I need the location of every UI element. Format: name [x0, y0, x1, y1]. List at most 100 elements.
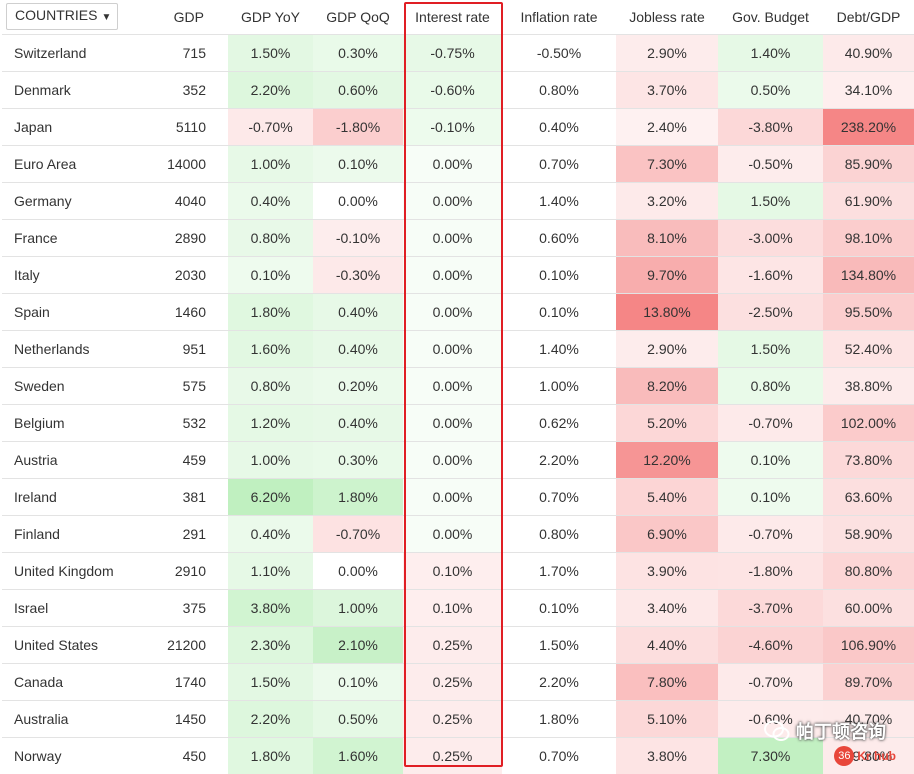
cell-country[interactable]: Netherlands — [14, 340, 90, 357]
cell-qoq: 1.60% — [313, 737, 403, 774]
cell-gdp: 2910 — [174, 562, 206, 579]
table-row[interactable]: United States 21200 2.30% 2.10% 0.25% 1.50% 4.… — [2, 626, 914, 663]
cell-debt: 34.10% — [823, 71, 914, 108]
table-row[interactable]: Canada 1740 1.50% 0.10% 0.25% 2.20% 7.80% -0.70… — [2, 663, 914, 700]
cell-country[interactable]: Finland — [14, 525, 60, 542]
cell-country[interactable]: Euro Area — [14, 155, 77, 172]
cell-country[interactable]: Australia — [14, 710, 69, 727]
table-row[interactable]: Norway 450 1.80% 1.60% 0.25% 0.70% 3.80% 7.30% 3… — [2, 737, 914, 774]
cell-rate: 0.00% — [403, 182, 502, 219]
table-row[interactable]: Australia 1450 2.20% 0.50% 0.25% 1.80% 5.10% -0… — [2, 700, 914, 737]
cell-inflation: 0.70% — [539, 747, 579, 764]
table-row[interactable]: United Kingdom 2910 1.10% 0.00% 0.10% 1.70% 3.… — [2, 552, 914, 589]
cell-country[interactable]: United Kingdom — [14, 562, 114, 579]
header-gov-budget[interactable]: Gov. Budget — [732, 8, 809, 25]
cell-country[interactable]: Belgium — [14, 414, 65, 431]
cell-rate: 0.00% — [403, 441, 502, 478]
header-inflation-rate[interactable]: Inflation rate — [520, 8, 598, 25]
cell-yoy: 0.80% — [228, 219, 313, 256]
cell-gdp: 715 — [182, 44, 206, 61]
cell-yoy: 2.20% — [228, 71, 313, 108]
table-row[interactable]: Denmark 352 2.20% 0.60% -0.60% 0.80% 3.70% 0.50… — [2, 71, 914, 108]
cell-country[interactable]: Switzerland — [14, 44, 87, 61]
cell-jobless: 2.90% — [616, 34, 718, 71]
cell-debt: 238.20% — [823, 108, 914, 145]
cell-qoq: 0.30% — [313, 441, 403, 478]
cell-jobless: 8.10% — [616, 219, 718, 256]
table-row[interactable]: Austria 459 1.00% 0.30% 0.00% 2.20% 12.20% 0.10… — [2, 441, 914, 478]
table-row[interactable]: Spain 1460 1.80% 0.40% 0.00% 0.10% 13.80% -2.50… — [2, 293, 914, 330]
table-row[interactable]: Switzerland 715 1.50% 0.30% -0.75% -0.50% 2.90… — [2, 34, 914, 71]
cell-yoy: 1.00% — [228, 145, 313, 182]
cell-country[interactable]: United States — [14, 636, 99, 653]
cell-qoq: 0.40% — [313, 293, 403, 330]
cell-inflation: 0.80% — [539, 81, 579, 98]
cell-rate: 0.00% — [403, 256, 502, 293]
header-debt-gdp[interactable]: Debt/GDP — [836, 8, 901, 25]
cell-country[interactable]: Norway — [14, 747, 62, 764]
cell-yoy: 6.20% — [228, 478, 313, 515]
cell-debt: 89.70% — [823, 663, 914, 700]
cell-country[interactable]: Spain — [14, 303, 50, 320]
cell-country[interactable]: Israel — [14, 599, 49, 616]
countries-dropdown[interactable]: COUNTRIES ▼ — [6, 3, 119, 31]
cell-yoy: 0.40% — [228, 182, 313, 219]
cell-country[interactable]: Ireland — [14, 488, 57, 505]
cell-country[interactable]: Sweden — [14, 377, 65, 394]
cell-budget: -1.60% — [718, 256, 823, 293]
header-interest-rate[interactable]: Interest rate — [415, 8, 490, 25]
table-row[interactable]: Germany 4040 0.40% 0.00% 0.00% 1.40% 3.20% 1.50… — [2, 182, 914, 219]
table-row[interactable]: Italy 2030 0.10% -0.30% 0.00% 0.10% 9.70% -1.60… — [2, 256, 914, 293]
table-row[interactable]: Belgium 532 1.20% 0.40% 0.00% 0.62% 5.20% -0.70… — [2, 404, 914, 441]
cell-country[interactable]: Denmark — [14, 81, 71, 98]
cell-rate: -0.60% — [403, 71, 502, 108]
cell-budget: 0.10% — [718, 441, 823, 478]
header-gdp-yoy[interactable]: GDP YoY — [241, 8, 300, 25]
cell-country[interactable]: France — [14, 229, 58, 246]
table-row[interactable]: Netherlands 951 1.60% 0.40% 0.00% 1.40% 2.90% 1… — [2, 330, 914, 367]
cell-jobless: 2.90% — [616, 330, 718, 367]
cell-rate: -0.75% — [403, 34, 502, 71]
cell-qoq: 1.00% — [313, 589, 403, 626]
cell-jobless: 7.30% — [616, 145, 718, 182]
cell-gdp: 291 — [182, 525, 206, 542]
table-row[interactable]: Japan 5110 -0.70% -1.80% -0.10% 0.40% 2.40% -3.… — [2, 108, 914, 145]
header-jobless-rate[interactable]: Jobless rate — [629, 8, 705, 25]
cell-country[interactable]: Canada — [14, 673, 64, 690]
cell-jobless: 12.20% — [616, 441, 718, 478]
cell-gdp: 575 — [182, 377, 206, 394]
cell-debt: 60.00% — [823, 589, 914, 626]
cell-debt: 52.40% — [823, 330, 914, 367]
cell-country[interactable]: Austria — [14, 451, 58, 468]
cell-jobless: 3.20% — [616, 182, 718, 219]
cell-debt: 134.80% — [823, 256, 914, 293]
cell-budget: 0.50% — [718, 71, 823, 108]
table-row[interactable]: Israel 375 3.80% 1.00% 0.10% 0.10% 3.40% -3.70%… — [2, 589, 914, 626]
cell-gdp: 4040 — [174, 192, 206, 209]
cell-qoq: -1.80% — [313, 108, 403, 145]
table-row[interactable]: Finland 291 0.40% -0.70% 0.00% 0.80% 6.90% -0.7… — [2, 515, 914, 552]
cell-inflation: 1.40% — [539, 340, 579, 357]
cell-inflation: 1.70% — [539, 562, 579, 579]
cell-inflation: 0.80% — [539, 525, 579, 542]
cell-country[interactable]: Japan — [14, 118, 53, 135]
cell-budget: -3.70% — [718, 589, 823, 626]
table-row[interactable]: Sweden 575 0.80% 0.20% 0.00% 1.00% 8.20% 0.80% 3… — [2, 367, 914, 404]
cell-debt: 58.90% — [823, 515, 914, 552]
header-gdp[interactable]: GDP — [173, 8, 204, 25]
cell-inflation: 2.20% — [539, 451, 579, 468]
table-row[interactable]: France 2890 0.80% -0.10% 0.00% 0.60% 8.10% -3.0… — [2, 219, 914, 256]
table-row[interactable]: Euro Area 14000 1.00% 0.10% 0.00% 0.70% 7.30% -… — [2, 145, 914, 182]
cell-country[interactable]: Germany — [14, 192, 72, 209]
cell-gdp: 21200 — [167, 636, 206, 653]
header-gdp-qoq[interactable]: GDP QoQ — [326, 8, 390, 25]
cell-qoq: 0.20% — [313, 367, 403, 404]
table-row[interactable]: Ireland 381 6.20% 1.80% 0.00% 0.70% 5.40% 0.10%… — [2, 478, 914, 515]
cell-rate: 0.00% — [403, 367, 502, 404]
cell-gdp: 450 — [182, 747, 206, 764]
cell-country[interactable]: Italy — [14, 266, 40, 283]
cell-debt: 80.80% — [823, 552, 914, 589]
cell-yoy: 1.50% — [228, 663, 313, 700]
cell-budget: -0.60% — [718, 700, 823, 737]
cell-qoq: 0.10% — [313, 663, 403, 700]
